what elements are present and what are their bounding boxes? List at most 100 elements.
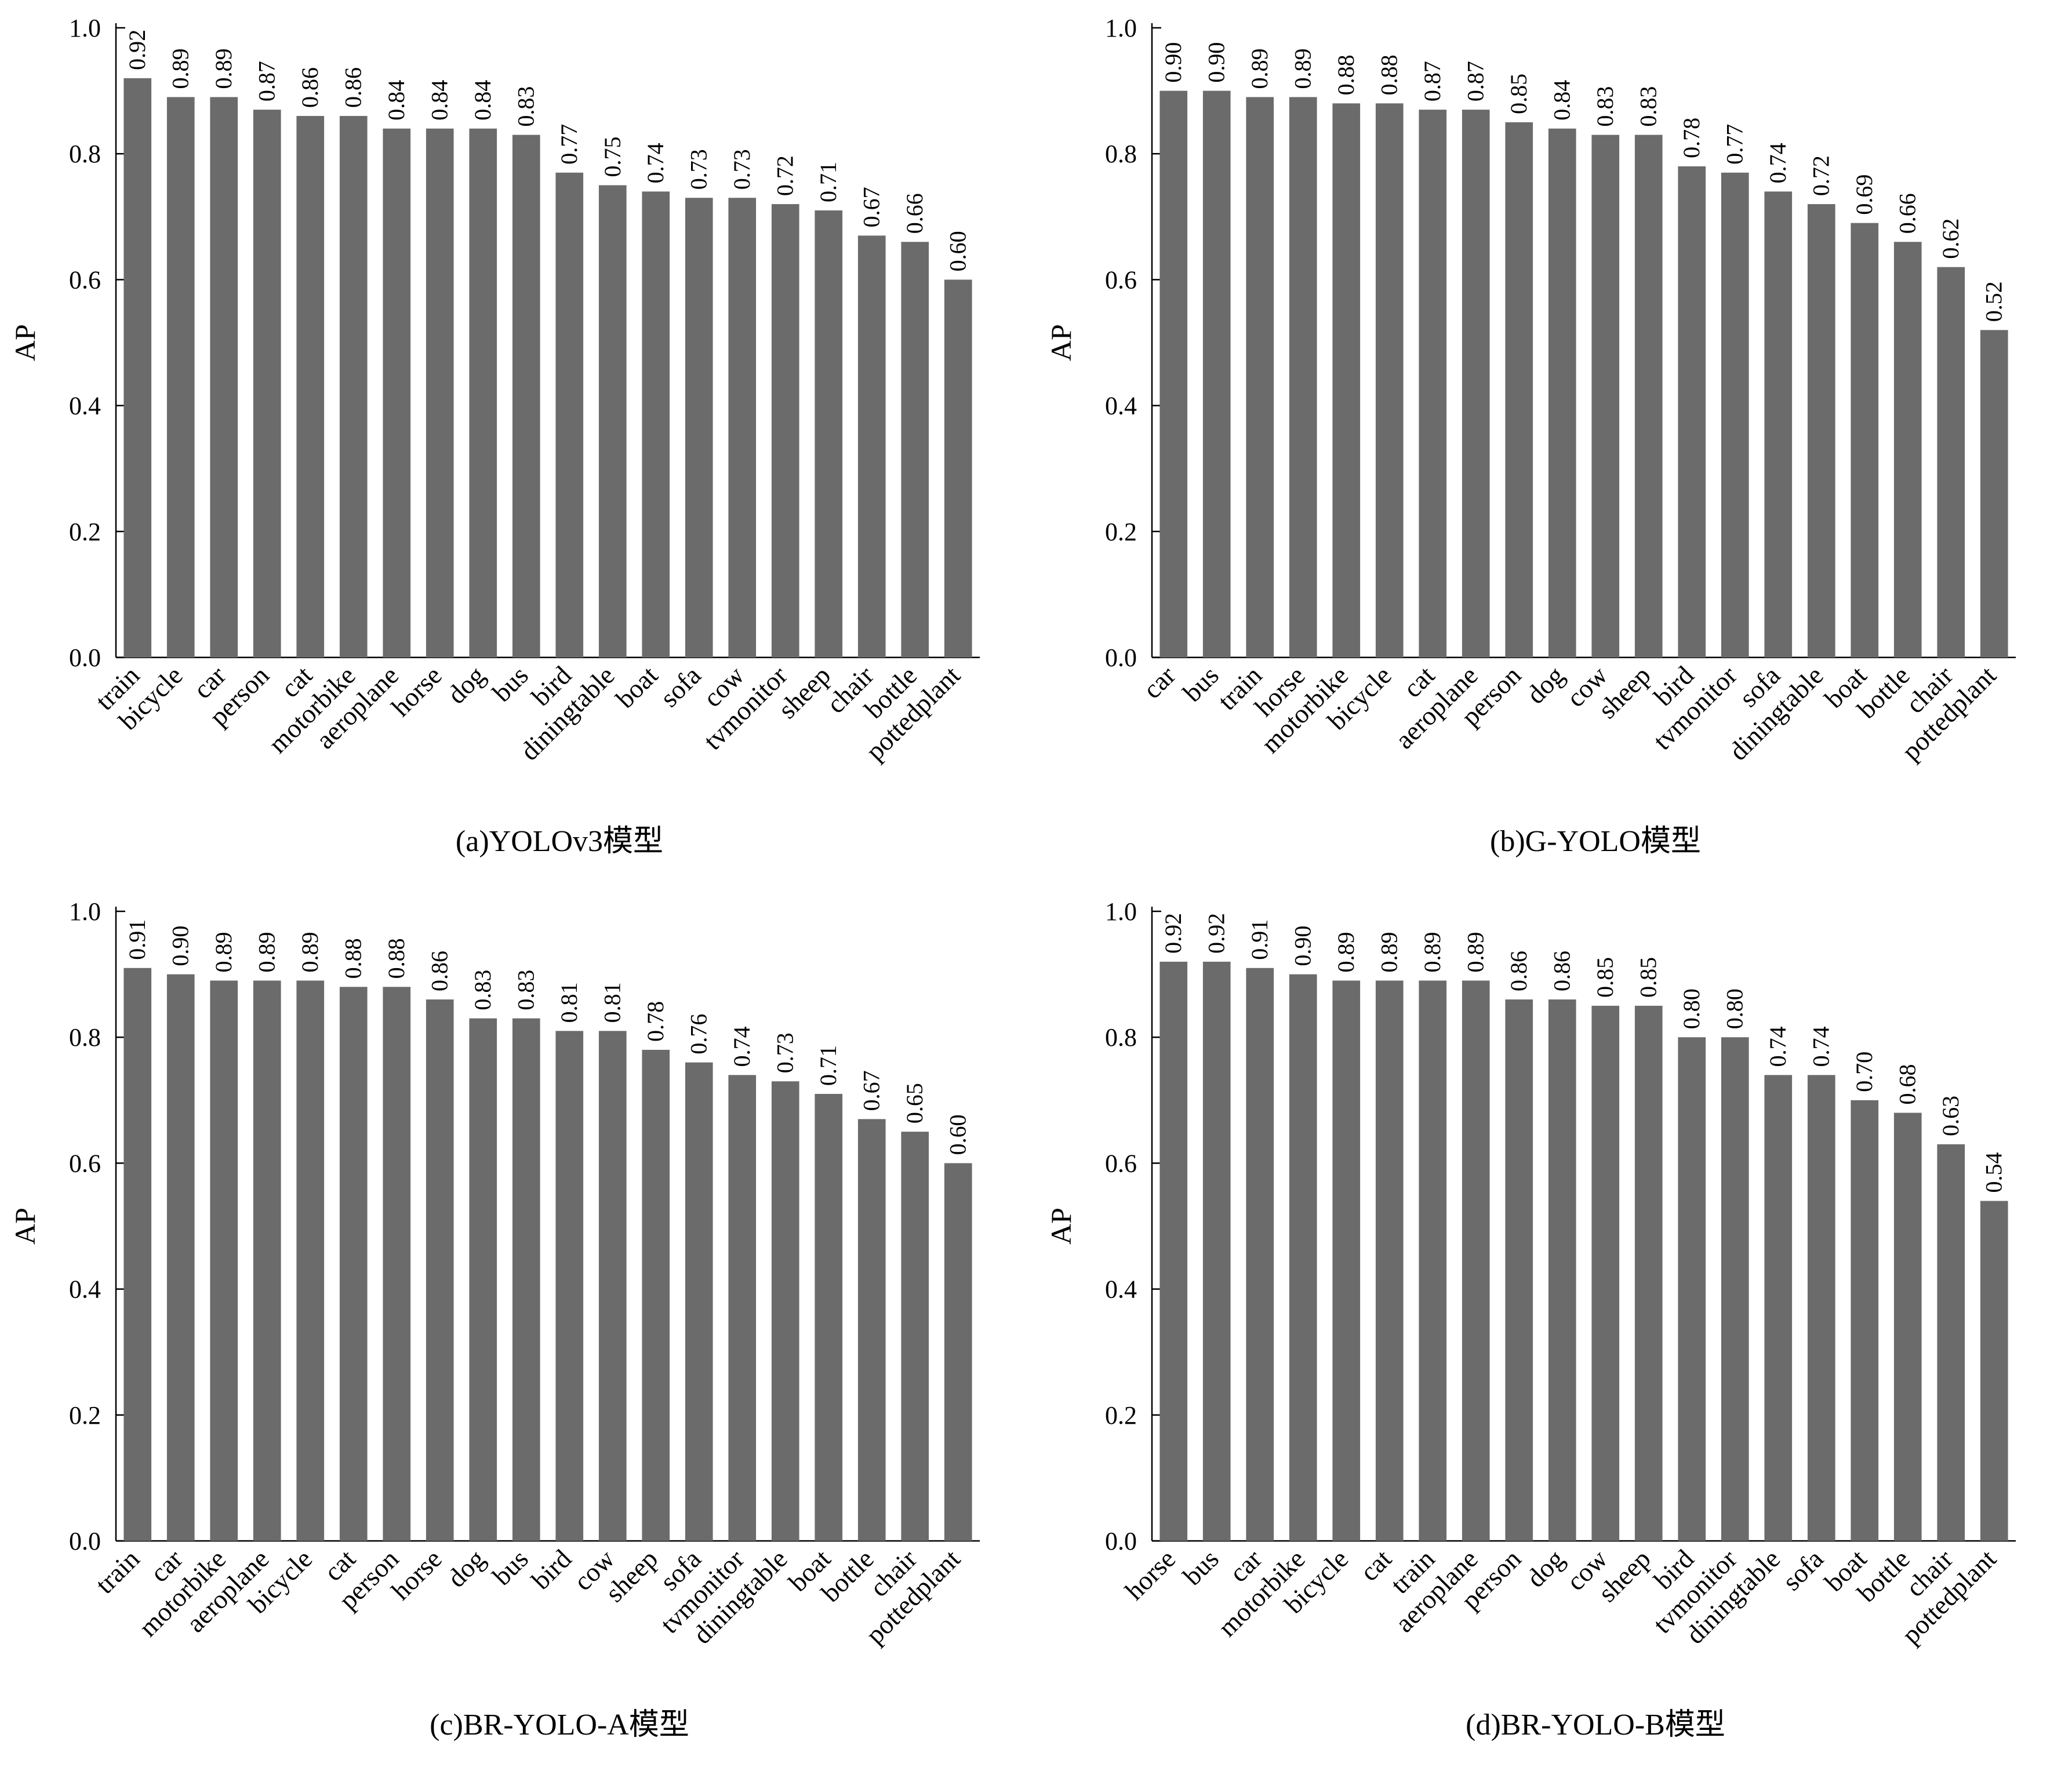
y-tick-label: 0.8	[1105, 140, 1137, 168]
bar-value-label: 0.60	[945, 1114, 971, 1155]
bar-value-label: 0.66	[1895, 193, 1921, 234]
bar	[1375, 980, 1404, 1541]
bar-value-label: 0.88	[340, 938, 366, 979]
x-category-label: dog	[441, 1544, 490, 1593]
bar	[944, 1163, 972, 1541]
y-tick-label: 0.8	[69, 1023, 101, 1052]
bar	[1764, 191, 1793, 657]
bar	[166, 97, 195, 657]
bar-value-label: 0.73	[772, 1032, 798, 1073]
bar	[426, 128, 454, 657]
bar-value-label: 0.54	[1981, 1152, 2007, 1193]
bar	[1548, 999, 1576, 1541]
y-tick-label: 1.0	[69, 14, 101, 42]
bar-value-label: 0.90	[1160, 42, 1186, 83]
bar-value-label: 0.89	[254, 932, 280, 972]
x-category-label: dog	[1521, 1544, 1570, 1593]
bar	[123, 968, 152, 1541]
bar-value-label: 0.87	[254, 61, 280, 101]
bar	[728, 198, 757, 658]
bar-value-label: 0.74	[729, 1026, 755, 1067]
bar	[1980, 330, 2008, 657]
bar-value-label: 0.88	[1333, 54, 1359, 95]
bar-value-label: 0.86	[427, 951, 453, 991]
bar-value-label: 0.72	[772, 155, 798, 196]
bar-value-label: 0.89	[1290, 48, 1316, 89]
x-category-label: sofa	[655, 660, 707, 712]
bar	[1246, 97, 1274, 657]
bar	[1246, 968, 1274, 1541]
bar	[555, 1031, 584, 1541]
bar-value-label: 0.83	[1635, 86, 1662, 127]
bar	[1678, 1037, 1706, 1541]
bar-value-label: 0.89	[1376, 932, 1402, 972]
bar	[1678, 166, 1706, 657]
bar	[123, 78, 152, 657]
y-axis-label: AP	[1045, 324, 1077, 361]
bar	[598, 185, 627, 657]
y-axis-label: AP	[9, 1208, 41, 1245]
bar	[1332, 980, 1361, 1541]
x-category-label: bird	[526, 1544, 577, 1595]
x-category-label: dog	[1521, 660, 1570, 710]
bar	[469, 128, 497, 657]
bar	[1289, 97, 1317, 657]
x-category-label: horse	[386, 660, 448, 722]
bar-value-label: 0.66	[901, 193, 928, 234]
y-tick-label: 0.2	[69, 518, 101, 546]
bar	[1289, 974, 1317, 1541]
x-category-label: bus	[487, 660, 534, 707]
bar	[1202, 961, 1231, 1541]
bar	[1851, 223, 1879, 657]
bar-value-label: 0.83	[513, 970, 539, 1010]
y-tick-label: 0.6	[69, 266, 101, 294]
y-tick-label: 0.2	[1105, 1401, 1137, 1430]
y-tick-label: 1.0	[1105, 897, 1137, 926]
bar-value-label: 0.85	[1592, 957, 1618, 998]
bar-value-label: 0.77	[556, 124, 582, 165]
chart-caption: (b)G-YOLO模型	[1490, 825, 1701, 858]
x-category-label: horse	[386, 1544, 448, 1606]
bar-value-label: 0.92	[1160, 913, 1186, 954]
bar-value-label: 0.62	[1937, 219, 1964, 259]
bar-value-label: 0.77	[1722, 124, 1748, 165]
bar-value-label: 0.70	[1851, 1052, 1877, 1092]
bar	[901, 242, 929, 657]
bar	[944, 279, 972, 657]
chart-svg-b: 0.00.20.40.60.81.0AP0.90car0.90bus0.89tr…	[1045, 14, 2016, 858]
bar-value-label: 0.74	[642, 143, 668, 183]
bar-value-label: 0.88	[1376, 54, 1402, 95]
bar-value-label: 0.65	[901, 1083, 928, 1124]
bar	[1807, 1075, 1835, 1541]
bar-value-label: 0.63	[1937, 1096, 1964, 1136]
bar	[598, 1031, 627, 1541]
bar	[1505, 999, 1533, 1541]
bar	[1591, 134, 1620, 657]
bar	[1634, 1005, 1663, 1541]
bar-value-label: 0.86	[297, 67, 323, 108]
bar	[771, 1081, 799, 1541]
bar	[512, 1018, 540, 1541]
bar	[296, 980, 325, 1541]
bar	[1851, 1100, 1879, 1541]
chart-panel-d: 0.0 0.2 0.4 0.6 0.8 1.0 AP 0.92 horse 0.92 bus 0.91…	[1036, 884, 2072, 1767]
bar	[1937, 1144, 1965, 1541]
x-category-label: bus	[487, 1544, 534, 1591]
y-tick-label: 0.0	[1105, 1527, 1137, 1555]
bar	[1937, 267, 1965, 657]
bar	[296, 116, 325, 658]
bar	[383, 128, 411, 657]
bar	[383, 987, 411, 1541]
bar-value-label: 0.85	[1506, 74, 1532, 114]
bar-value-label: 0.67	[859, 187, 885, 227]
bar-value-label: 0.80	[1722, 988, 1748, 1029]
bar-value-label: 0.76	[686, 1014, 712, 1055]
x-category-label: boat	[610, 660, 663, 714]
bar	[339, 116, 368, 658]
y-tick-label: 0.6	[1105, 266, 1137, 294]
bar-value-label: 0.84	[383, 80, 409, 121]
bar-value-label: 0.89	[210, 48, 237, 89]
bar	[685, 1062, 713, 1541]
bar-value-label: 0.71	[815, 1045, 841, 1086]
y-tick-label: 0.4	[69, 392, 101, 420]
